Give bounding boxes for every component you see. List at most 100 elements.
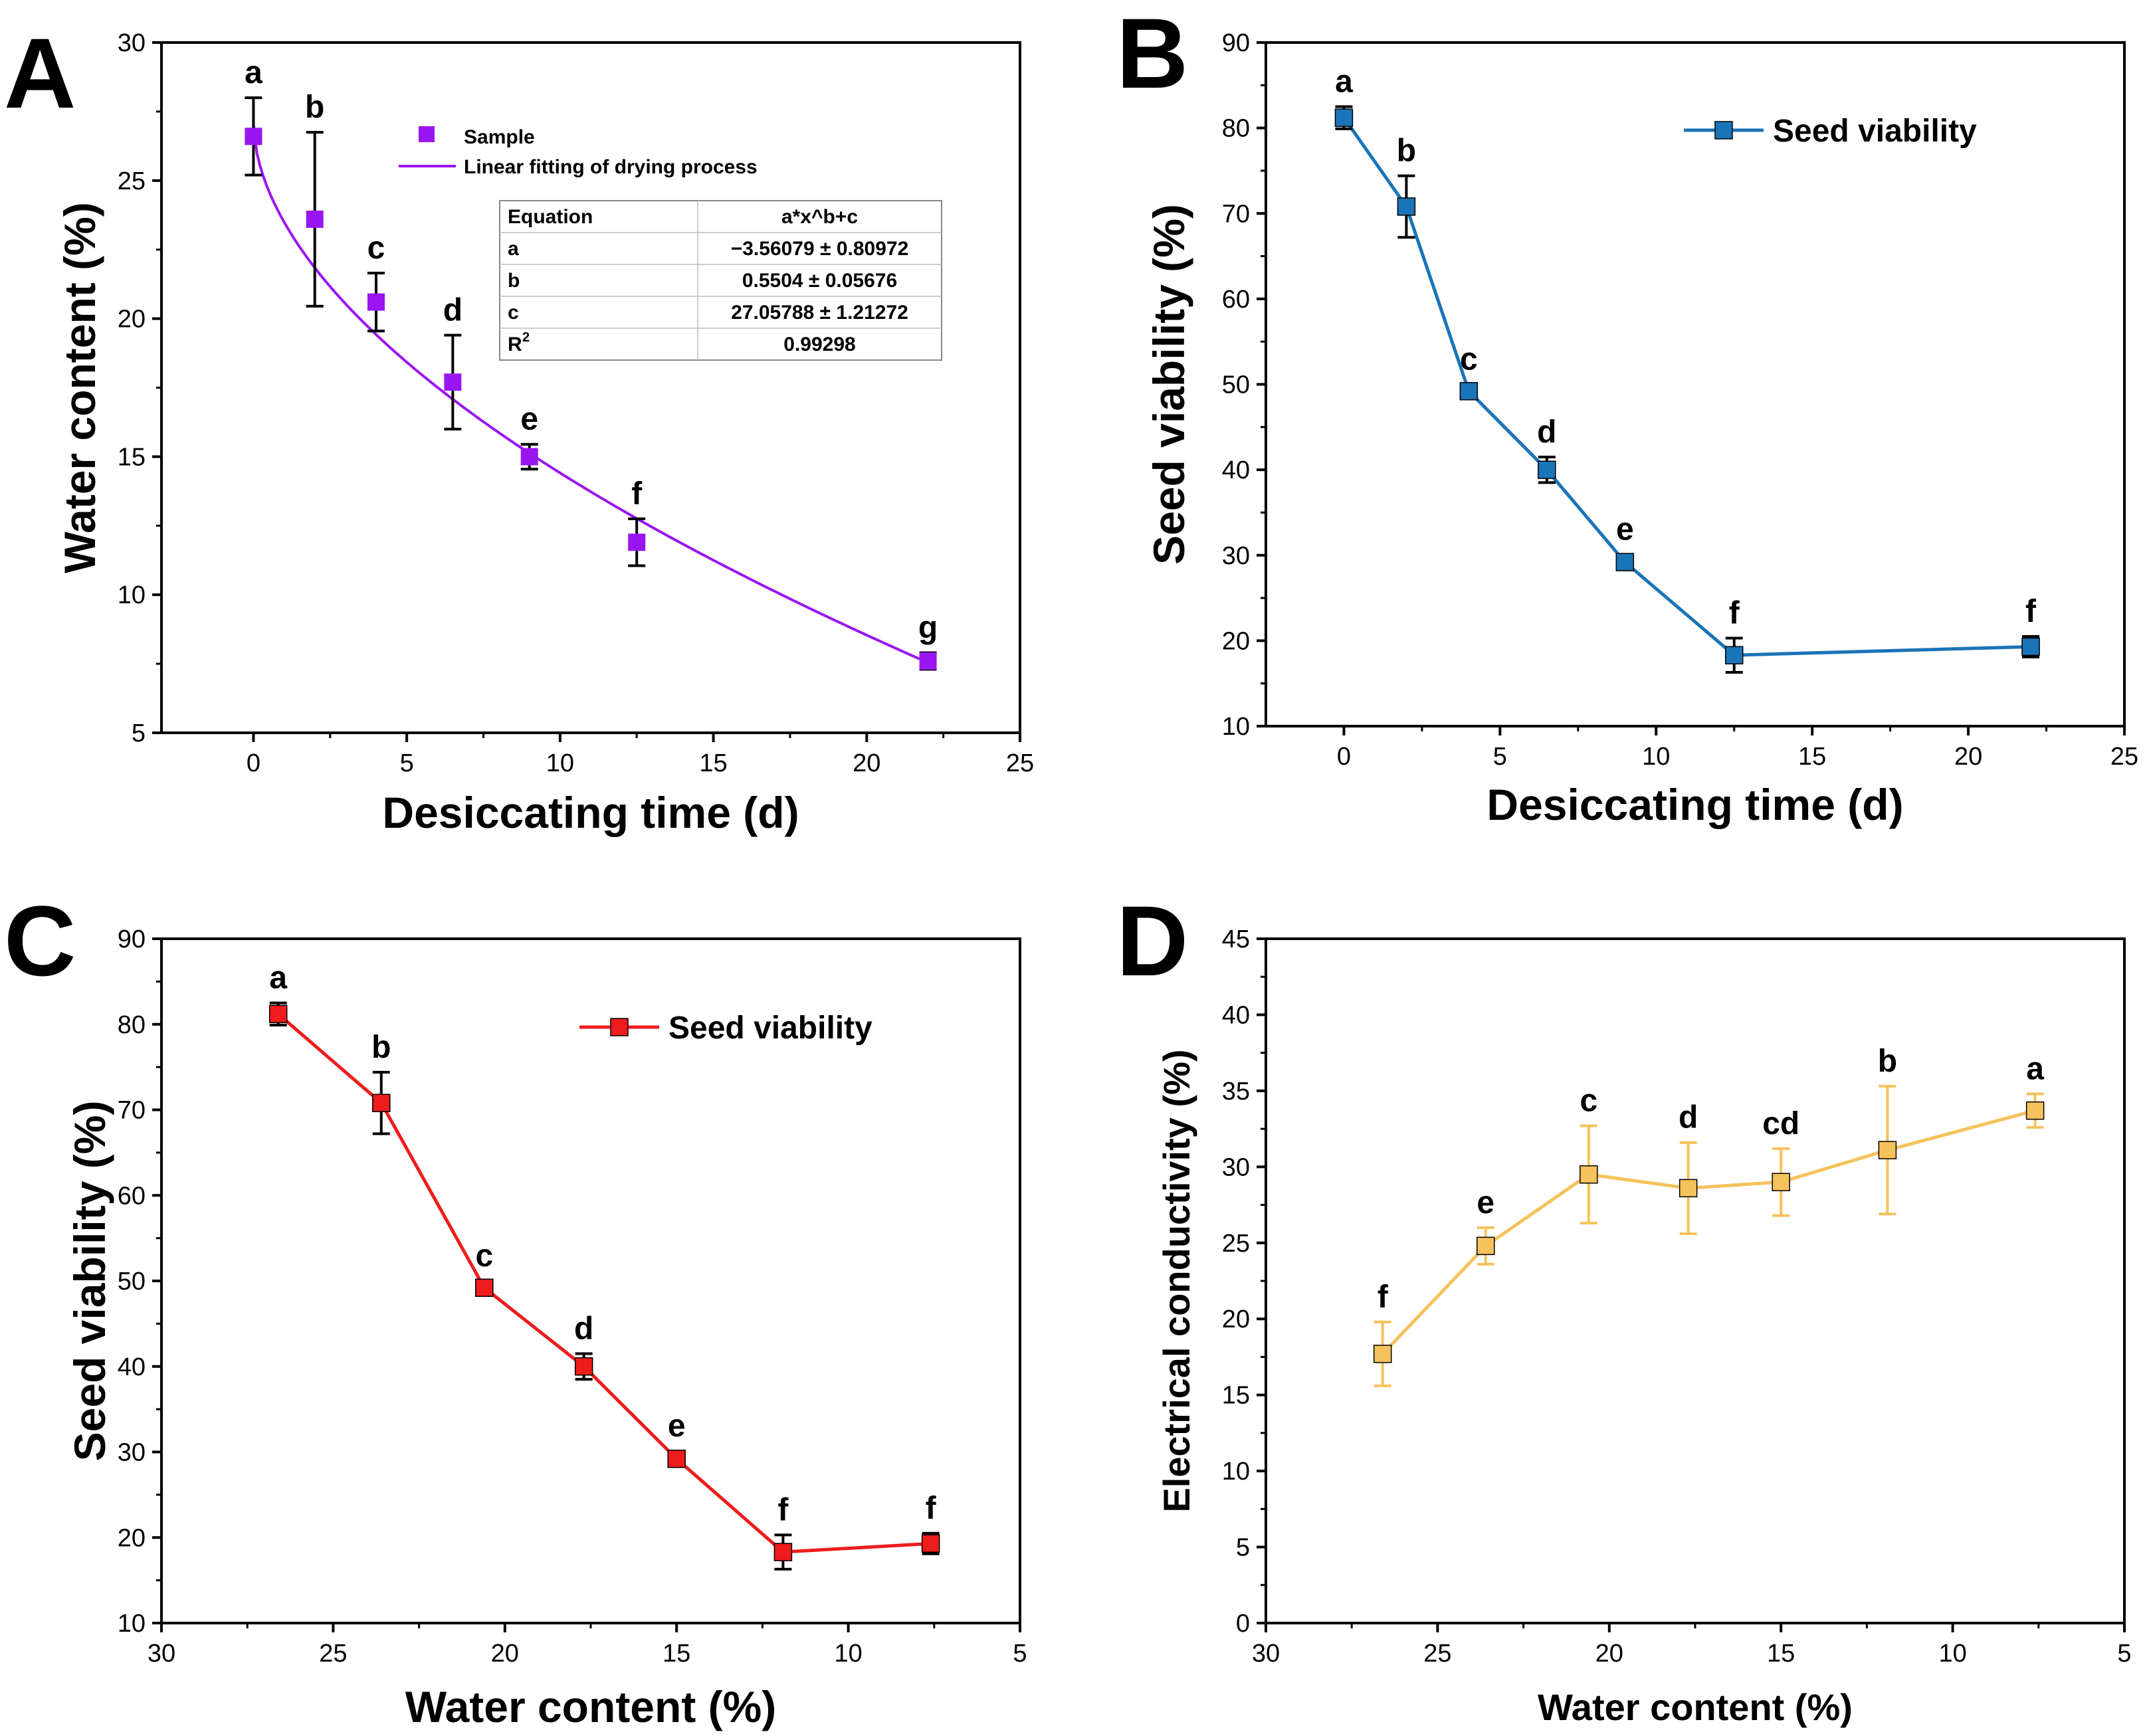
y-tick-label: 0 [1236,1610,1250,1638]
panel-d: D 30 25 20 15 10 5 0 5 10 15 20 25 30 35 40 45 Water cont… [1116,885,2132,1728]
y-tick-label: 60 [1222,286,1250,314]
y-tick-label: 10 [118,1610,146,1638]
y-tick-label: 40 [1222,456,1250,484]
significance-letter: c [475,1238,493,1274]
fit-table-header-label: Equation [508,206,593,228]
significance-letter: f [777,1492,789,1527]
x-tick-label: 15 [1798,743,1826,771]
series-line [1381,1109,2036,1355]
significance-letter: g [918,610,938,645]
fit-table-param: c [508,302,519,324]
significance-letter: d [574,1311,593,1346]
panel-letter: A [4,17,76,129]
significance-letter: b [1878,1044,1897,1079]
data-point [306,210,324,228]
significance-letter: f [1729,596,1740,631]
significance-letter: e [1616,512,1634,547]
y-axis-title: Water content (%) [55,202,104,573]
x-axis-title: Desiccating time (d) [382,788,799,837]
data-point [773,1543,793,1561]
y-tick-label: 10 [118,581,146,609]
x-tick-label: 5 [2117,1640,2131,1668]
y-tick-label: 80 [118,1011,146,1039]
x-tick-label: 20 [491,1640,519,1668]
significance-letter: d [1537,415,1556,450]
y-tick-label: 60 [118,1182,146,1210]
x-tick-label: 15 [1767,1640,1795,1668]
significance-letter: b [305,90,324,125]
significance-letter: a [2026,1051,2044,1086]
y-tick-label: 30 [118,29,146,57]
significance-letter: a [245,55,262,90]
x-axis-title: Water content (%) [1538,1686,1853,1728]
data-point [1373,1345,1392,1363]
significance-letter: c [1580,1084,1597,1119]
y-tick-label: 50 [1222,371,1250,399]
fit-table-param: R [508,334,522,355]
data-point [1397,197,1416,216]
data-point [1878,1141,1897,1159]
data-point [444,373,462,391]
y-tick-label: 90 [118,925,146,953]
fit-table-value: 0.99298 [783,334,855,355]
x-tick-label: 10 [1642,743,1670,771]
significance-letter: d [443,293,462,328]
y-tick-label: 90 [1222,29,1250,57]
fit-table-value: −3.56079 ± 0.80972 [731,238,909,260]
x-tick-label: 5 [1493,743,1507,771]
y-tick-label: 45 [1222,925,1250,953]
x-tick-label: 25 [319,1640,347,1668]
fit-table [499,200,942,361]
significance-letter: c [367,231,385,266]
significance-letter: d [1679,1100,1698,1135]
significance-letter: e [520,402,538,437]
y-tick-label: 20 [118,306,146,334]
y-axis-title: Seed viability (%) [65,1101,114,1462]
x-tick-label: 20 [853,749,880,777]
x-axis-title: Water content (%) [405,1682,777,1731]
significance-letter: b [371,1030,391,1065]
data-point [1580,1165,1598,1184]
y-tick-label: 40 [1222,1001,1250,1029]
x-tick-label: 15 [663,1640,690,1668]
significance-letter: cd [1762,1106,1799,1141]
x-tick-label: 25 [1423,1640,1451,1668]
y-tick-label: 25 [118,167,146,195]
significance-letter: e [1477,1185,1494,1220]
legend-marker [1714,121,1733,140]
significance-letter: a [1335,64,1353,99]
y-axis-title: Electrical conductivity (%) [1156,1049,1197,1512]
panel-letter: B [1116,0,1188,109]
x-tick-label: 10 [546,749,574,777]
data-point [1615,553,1635,571]
y-tick-label: 30 [118,1439,146,1467]
y-tick-label: 40 [118,1353,146,1381]
x-tick-label: 10 [1938,1640,1966,1668]
y-tick-label: 20 [1222,627,1250,655]
data-point [520,448,538,466]
data-point [1724,646,1744,664]
data-point [1477,1236,1495,1256]
x-tick-label: 5 [400,749,414,777]
data-point [372,1094,391,1112]
data-point [1772,1173,1790,1191]
fit-table-value: 0.5504 ± 0.05676 [742,270,897,292]
y-tick-label: 30 [1222,542,1250,570]
data-point [1334,108,1354,127]
data-point [367,293,385,311]
data-point [574,1357,593,1376]
fit-curve [252,124,929,664]
legend-marker [610,1018,629,1036]
significance-letter: f [631,476,643,512]
y-tick-label: 50 [118,1268,146,1296]
data-point [2021,637,2040,656]
data-point [1679,1179,1698,1198]
significance-letter: f [1378,1280,1389,1315]
y-tick-label: 10 [1222,1458,1250,1486]
panel-letter: D [1116,885,1188,997]
panel-c: C 30 25 20 15 10 5 10 20 30 40 50 60 70 80 90 Water cont… [4,885,1027,1731]
x-tick-label: 30 [148,1640,175,1668]
y-tick-label: 70 [1222,200,1250,228]
y-tick-label: 10 [1222,713,1250,741]
data-point [628,533,646,551]
